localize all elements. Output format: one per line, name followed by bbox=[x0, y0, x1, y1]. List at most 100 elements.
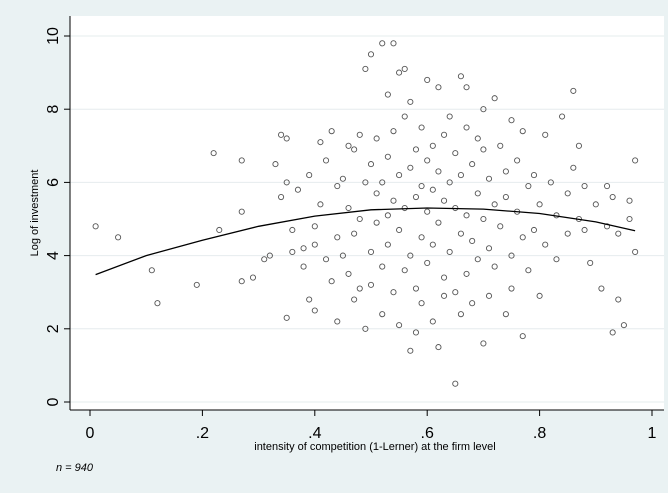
data-point bbox=[373, 190, 380, 197]
data-point bbox=[345, 270, 352, 277]
data-point bbox=[480, 340, 487, 347]
data-point bbox=[362, 325, 369, 332]
data-point bbox=[289, 248, 296, 255]
x-tick-label-0: 0 bbox=[86, 425, 95, 442]
data-point bbox=[570, 164, 577, 171]
data-point bbox=[536, 201, 543, 208]
y-tick-label-2: 4 bbox=[45, 251, 62, 260]
data-point bbox=[474, 256, 481, 263]
data-point bbox=[575, 142, 582, 149]
data-point bbox=[345, 142, 352, 149]
data-point bbox=[429, 186, 436, 193]
data-point bbox=[356, 285, 363, 292]
data-point bbox=[317, 201, 324, 208]
data-point bbox=[435, 84, 442, 91]
data-point bbox=[474, 135, 481, 142]
data-point bbox=[367, 51, 375, 58]
data-point bbox=[446, 248, 453, 255]
data-point bbox=[452, 150, 459, 157]
data-point bbox=[463, 84, 470, 91]
data-point bbox=[469, 237, 476, 245]
x-tick-label-5: 1 bbox=[648, 425, 657, 442]
data-point bbox=[390, 289, 397, 296]
data-point bbox=[334, 318, 341, 325]
data-point bbox=[424, 157, 431, 164]
data-point bbox=[216, 226, 223, 234]
data-point bbox=[351, 230, 358, 237]
data-point bbox=[396, 69, 403, 76]
data-point bbox=[441, 274, 448, 281]
data-point bbox=[249, 274, 257, 281]
data-point bbox=[525, 183, 532, 190]
data-point bbox=[283, 135, 290, 142]
data-point bbox=[485, 245, 493, 252]
data-point bbox=[480, 146, 487, 153]
data-point bbox=[547, 179, 554, 186]
data-point bbox=[390, 197, 397, 204]
data-point bbox=[289, 226, 296, 234]
data-point bbox=[491, 201, 498, 208]
data-point bbox=[609, 193, 616, 201]
data-point bbox=[339, 175, 346, 182]
data-point bbox=[553, 256, 560, 263]
data-point bbox=[457, 73, 464, 80]
data-point bbox=[485, 175, 493, 182]
data-point bbox=[603, 183, 611, 190]
data-point bbox=[457, 311, 464, 318]
data-point bbox=[266, 252, 273, 259]
data-point bbox=[278, 193, 285, 201]
data-point bbox=[508, 285, 515, 292]
data-point bbox=[396, 226, 403, 234]
data-point bbox=[351, 296, 358, 303]
data-point bbox=[396, 172, 403, 179]
data-point bbox=[620, 322, 627, 329]
data-point bbox=[412, 146, 420, 153]
data-point bbox=[407, 347, 414, 354]
data-point bbox=[632, 248, 639, 255]
data-point bbox=[418, 183, 425, 190]
data-point bbox=[429, 241, 436, 248]
y-tick-label-3: 6 bbox=[45, 178, 62, 187]
data-point bbox=[261, 256, 268, 263]
data-point bbox=[412, 285, 420, 292]
data-point bbox=[311, 307, 318, 314]
data-point bbox=[502, 311, 509, 318]
data-point bbox=[480, 215, 487, 223]
data-point bbox=[474, 190, 481, 197]
x-tick-label-2: .4 bbox=[308, 425, 321, 442]
data-point bbox=[542, 131, 549, 138]
data-point bbox=[530, 226, 538, 234]
data-point bbox=[154, 300, 161, 307]
data-point bbox=[272, 161, 279, 168]
x-axis-ticks: 0 .2 .4 .6 .8 1 bbox=[86, 410, 657, 442]
data-point bbox=[412, 193, 420, 201]
data-point bbox=[401, 65, 408, 72]
data-point bbox=[351, 146, 358, 153]
data-point bbox=[452, 289, 459, 296]
data-point bbox=[283, 179, 290, 186]
data-point bbox=[283, 314, 290, 321]
y-tick-label-0: 0 bbox=[45, 397, 62, 406]
data-point bbox=[306, 172, 313, 179]
data-point bbox=[508, 117, 515, 124]
data-point bbox=[418, 234, 425, 241]
data-point bbox=[424, 208, 431, 215]
data-point bbox=[626, 197, 633, 204]
data-point bbox=[502, 193, 509, 201]
data-point bbox=[379, 263, 386, 270]
data-point bbox=[401, 267, 408, 274]
data-point bbox=[581, 183, 588, 190]
data-point bbox=[373, 219, 380, 226]
data-point bbox=[367, 281, 375, 288]
data-point bbox=[502, 168, 509, 175]
data-point bbox=[491, 95, 498, 102]
data-point bbox=[435, 219, 442, 226]
data-point bbox=[401, 113, 408, 120]
data-point bbox=[497, 223, 504, 230]
y-tick-label-1: 2 bbox=[45, 324, 62, 333]
data-point bbox=[407, 164, 414, 171]
data-point bbox=[328, 278, 335, 285]
data-point bbox=[300, 263, 307, 270]
data-point bbox=[469, 161, 476, 168]
data-point bbox=[542, 241, 549, 248]
